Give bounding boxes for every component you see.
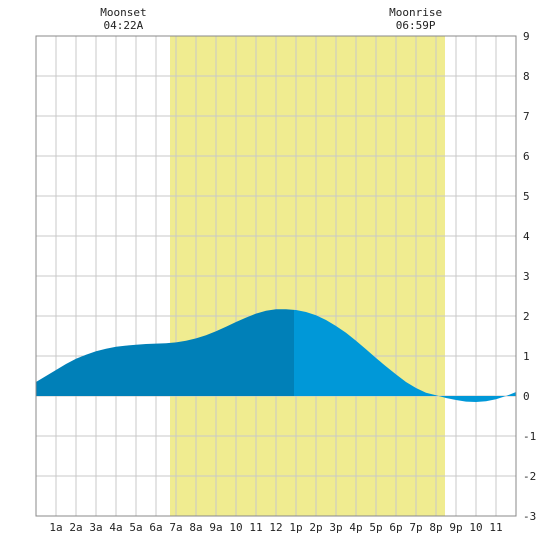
x-tick-label: 10	[229, 521, 242, 534]
x-tick-label: 5a	[129, 521, 142, 534]
moon-event-label: Moonset	[100, 6, 146, 19]
y-tick-label: 5	[523, 190, 530, 203]
moon-event-time: 04:22A	[104, 19, 144, 32]
plot-border	[35, 35, 517, 517]
x-tick-label: 7a	[169, 521, 182, 534]
tide-area-afternoon	[294, 309, 516, 402]
x-tick-label: 8p	[429, 521, 442, 534]
x-tick-label: 9a	[209, 521, 222, 534]
y-tick-label: 8	[523, 70, 530, 83]
x-tick-label: 10	[469, 521, 482, 534]
x-tick-label: 12	[269, 521, 282, 534]
y-tick-label: 1	[523, 350, 530, 363]
y-tick-label: 0	[523, 390, 530, 403]
x-tick-label: 3p	[329, 521, 342, 534]
x-tick-label: 5p	[369, 521, 382, 534]
x-tick-label: 6a	[149, 521, 162, 534]
x-tick-label: 3a	[89, 521, 102, 534]
y-tick-label: 2	[523, 310, 530, 323]
y-tick-label: -2	[523, 470, 536, 483]
y-tick-label: 4	[523, 230, 530, 243]
x-tick-label: 1p	[289, 521, 302, 534]
y-tick-label: 6	[523, 150, 530, 163]
x-tick-label: 4a	[109, 521, 122, 534]
y-tick-label: 3	[523, 270, 530, 283]
y-tick-label: -3	[523, 510, 536, 523]
x-tick-label: 11	[489, 521, 502, 534]
x-tick-label: 11	[249, 521, 262, 534]
tide-area-morning	[36, 309, 294, 396]
x-tick-label: 8a	[189, 521, 202, 534]
x-tick-label: 6p	[389, 521, 402, 534]
moon-event-label: Moonrise	[389, 6, 442, 19]
x-tick-label: 9p	[449, 521, 462, 534]
x-tick-label: 7p	[409, 521, 422, 534]
moon-event-time: 06:59P	[396, 19, 436, 32]
x-tick-label: 2a	[69, 521, 82, 534]
x-tick-label: 4p	[349, 521, 362, 534]
y-tick-label: 7	[523, 110, 530, 123]
x-tick-label: 2p	[309, 521, 322, 534]
y-tick-label: 9	[523, 30, 530, 43]
y-tick-label: -1	[523, 430, 536, 443]
x-tick-label: 1a	[49, 521, 62, 534]
